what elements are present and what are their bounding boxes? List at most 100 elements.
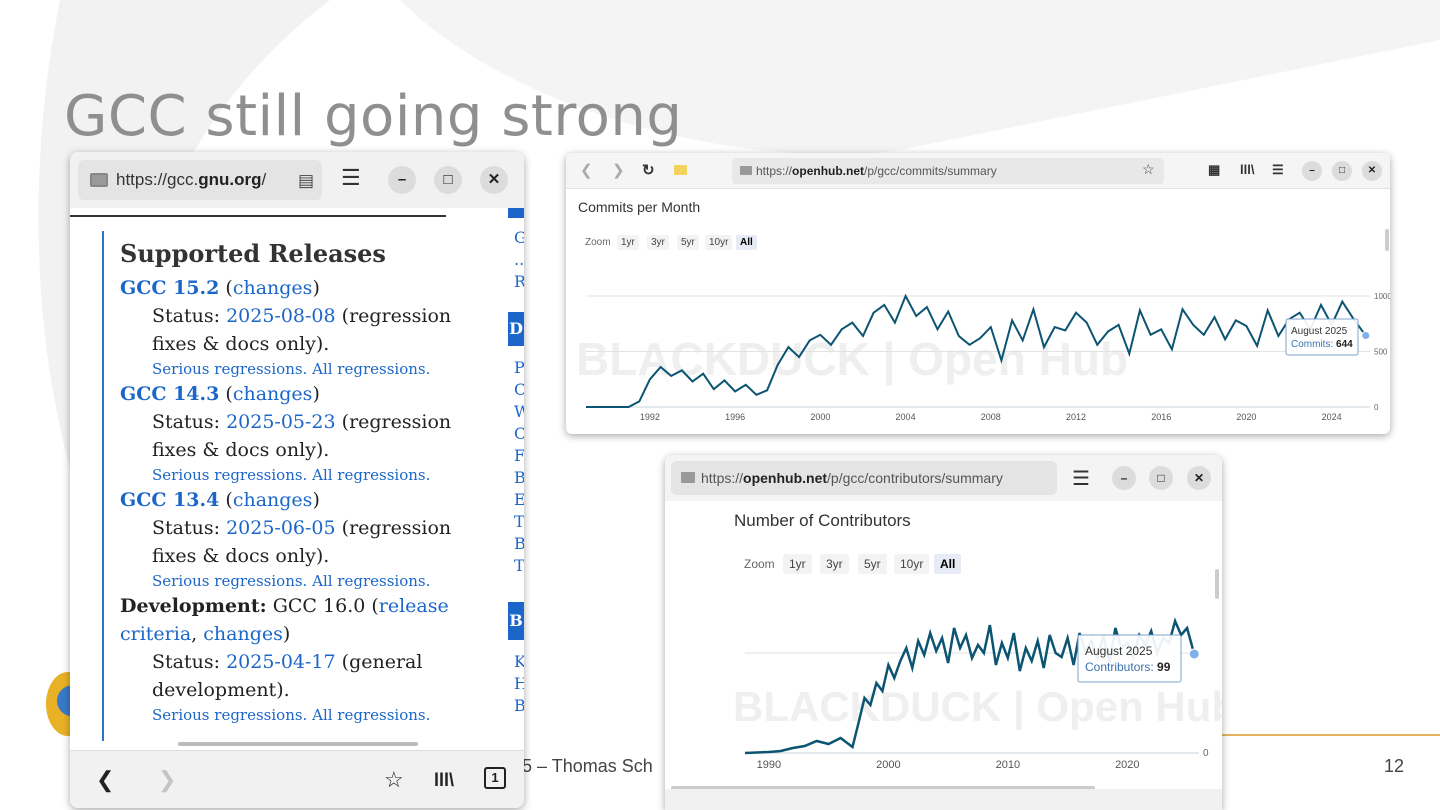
zoom-3yr-button[interactable]: 3yr — [647, 235, 669, 250]
status-date-link[interactable]: 2025-08-08 — [226, 305, 336, 327]
address-bar[interactable]: https://gcc.gnu.org/ ▤ — [78, 160, 322, 200]
x-tick-label: 2000 — [876, 759, 900, 771]
extensions-icon[interactable]: ▦ — [1208, 162, 1221, 177]
release-criteria-link[interactable]: release criteria — [120, 595, 449, 645]
maximize-button[interactable]: □ — [1149, 466, 1173, 490]
release-status: Status: 2025-06-05 (regression fixes & d… — [152, 514, 452, 570]
menu-icon[interactable]: ☰ — [1272, 162, 1284, 177]
minimize-button[interactable]: – — [1112, 466, 1136, 490]
nav-item[interactable]: C — [514, 424, 524, 443]
release-link[interactable]: GCC 15.2 — [120, 277, 220, 299]
tabs-count-icon[interactable]: 1 — [484, 767, 506, 789]
commits-tooltip: August 2025 Commits: 644 — [1285, 318, 1359, 356]
development-label: Development: — [120, 595, 267, 617]
nav-item[interactable]: G — [514, 228, 524, 247]
all-regressions-link[interactable]: All regressions. — [312, 360, 431, 378]
changes-link[interactable]: changes — [203, 623, 283, 645]
nav-item[interactable]: F — [514, 446, 524, 465]
release-link[interactable]: GCC 14.3 — [120, 383, 220, 405]
minimize-button[interactable]: – — [1302, 161, 1322, 181]
address-bar[interactable]: https://openhub.net/p/gcc/contributors/s… — [671, 461, 1057, 495]
menu-icon[interactable]: ☰ — [1072, 468, 1090, 490]
serious-regressions-link[interactable]: Serious regressions. — [152, 466, 308, 484]
back-icon[interactable]: ❮ — [96, 767, 115, 792]
library-icon[interactable]: lll\ — [434, 770, 455, 790]
nav-item[interactable]: B — [514, 534, 524, 553]
changes-link[interactable]: changes — [232, 383, 313, 405]
vertical-scrollbar[interactable] — [1215, 569, 1219, 599]
changes-link[interactable]: changes — [232, 489, 313, 511]
commits-last-point — [1361, 331, 1371, 341]
status-date-link[interactable]: 2025-04-17 — [226, 651, 336, 673]
bookmark-star-icon[interactable]: ☆ — [1142, 161, 1155, 177]
regressions-links: Serious regressions. All regressions. — [152, 706, 430, 724]
nav-item[interactable]: T — [514, 556, 524, 575]
horizontal-scrollbar[interactable] — [671, 786, 1095, 790]
maximize-button[interactable]: □ — [434, 166, 462, 194]
contributors-line-chart: BLACKDUCK | Open Hub 1990 2000 2010 2020 0 … — [733, 617, 1222, 771]
nav-item[interactable]: W — [514, 402, 524, 421]
folder-icon[interactable] — [674, 165, 687, 175]
tooltip-date: August 2025 — [1291, 326, 1348, 337]
reader-view-icon[interactable]: ▤ — [298, 171, 315, 190]
zoom-10yr-button[interactable]: 10yr — [894, 554, 930, 574]
all-regressions-link[interactable]: All regressions. — [312, 572, 431, 590]
library-icon[interactable]: lll\ — [1240, 162, 1255, 177]
all-regressions-link[interactable]: All regressions. — [312, 466, 431, 484]
back-icon[interactable]: ❮ — [580, 162, 593, 179]
zoom-all-button[interactable]: All — [736, 235, 757, 250]
release-14-3: GCC 14.3 (changes) — [120, 383, 320, 405]
status-date-link[interactable]: 2025-06-05 — [226, 517, 336, 539]
url-suffix: /p/gcc/commits/summary — [864, 164, 997, 178]
chart-title: Number of Contributors — [734, 511, 911, 530]
nav-item[interactable]: B — [514, 468, 524, 487]
nav-item[interactable]: B — [514, 696, 524, 715]
close-button[interactable]: ✕ — [480, 166, 508, 194]
nav-item[interactable]: R — [514, 272, 524, 291]
bottom-toolbar: ❮ ❯ ☆ lll\ 1 — [70, 750, 524, 808]
menu-icon[interactable]: ☰ — [341, 165, 361, 190]
serious-regressions-link[interactable]: Serious regressions. — [152, 572, 308, 590]
reload-icon[interactable]: ↻ — [642, 162, 655, 179]
close-button[interactable]: ✕ — [1362, 161, 1382, 181]
zoom-1yr-button[interactable]: 1yr — [783, 554, 812, 574]
nav-item[interactable]: .. — [514, 250, 524, 269]
serious-regressions-link[interactable]: Serious regressions. — [152, 706, 308, 724]
footer-text: 5 – Thomas Sch — [522, 756, 653, 776]
close-button[interactable]: ✕ — [1187, 466, 1211, 490]
contributors-tooltip: August 2025 Contributors: 99 — [1077, 634, 1182, 683]
status-date-link[interactable]: 2025-05-23 — [226, 411, 336, 433]
zoom-5yr-button[interactable]: 5yr — [677, 235, 699, 250]
all-regressions-link[interactable]: All regressions. — [312, 706, 431, 724]
maximize-button[interactable]: □ — [1332, 161, 1352, 181]
url-prefix: https:// — [701, 470, 744, 486]
nav-item[interactable]: H — [514, 674, 524, 693]
address-bar[interactable]: https://openhub.net/p/gcc/commits/summar… — [732, 158, 1164, 184]
nav-item[interactable]: C — [514, 380, 524, 399]
nav-item[interactable]: E — [514, 490, 524, 509]
forward-icon[interactable]: ❯ — [158, 767, 177, 792]
release-status: Status: 2025-08-08 (regression fixes & d… — [152, 302, 452, 358]
zoom-1yr-button[interactable]: 1yr — [617, 235, 639, 250]
vertical-scrollbar[interactable] — [1385, 229, 1389, 251]
divider — [70, 215, 446, 217]
serious-regressions-link[interactable]: Serious regressions. — [152, 360, 308, 378]
horizontal-scrollbar[interactable] — [178, 742, 418, 746]
zoom-10yr-button[interactable]: 10yr — [705, 235, 733, 250]
x-tick-label: 2000 — [810, 412, 830, 422]
nav-item[interactable]: P — [514, 358, 524, 377]
nav-item[interactable]: K — [514, 652, 524, 671]
zoom-label: Zoom — [585, 237, 611, 248]
changes-link[interactable]: changes — [232, 277, 313, 299]
zoom-5yr-button[interactable]: 5yr — [858, 554, 887, 574]
bookmark-star-icon[interactable]: ☆ — [384, 767, 404, 792]
minimize-button[interactable]: – — [388, 166, 416, 194]
tooltip-value: Contributors: 99 — [1085, 660, 1171, 674]
zoom-all-button[interactable]: All — [934, 554, 962, 574]
release-link[interactable]: GCC 13.4 — [120, 489, 220, 511]
status-text: (general development). — [152, 651, 423, 701]
nav-item[interactable]: T — [514, 512, 524, 531]
status-text: (regression fixes & docs only). — [152, 517, 452, 567]
forward-icon[interactable]: ❯ — [612, 162, 625, 179]
zoom-3yr-button[interactable]: 3yr — [820, 554, 849, 574]
